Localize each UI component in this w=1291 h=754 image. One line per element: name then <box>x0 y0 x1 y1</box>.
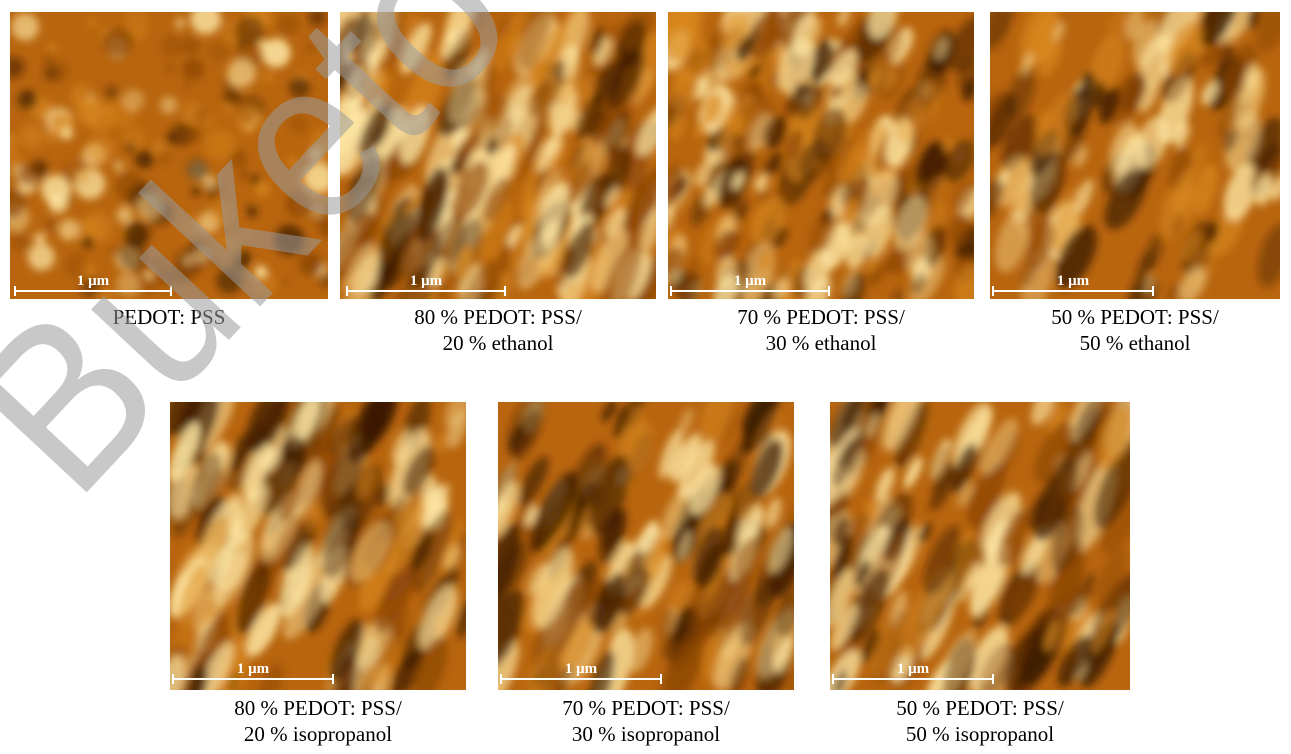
scale-bar: 1 μm <box>832 662 994 684</box>
scale-bar: 1 μm <box>992 274 1154 296</box>
afm-texture <box>668 12 974 299</box>
afm-image <box>830 402 1130 690</box>
afm-texture <box>340 12 656 299</box>
scale-label: 1 μm <box>733 273 767 289</box>
scale-label: 1 μm <box>564 661 598 677</box>
caption-5: 80 % PEDOT: PSS/ 20 % isopropanol <box>170 695 466 747</box>
caption-line: 80 % PEDOT: PSS/ <box>414 305 582 329</box>
scale-label: 1 μm <box>236 661 270 677</box>
scale-label: 1 μm <box>1056 273 1090 289</box>
caption-4: 50 % PEDOT: PSS/ 50 % ethanol <box>990 304 1280 356</box>
afm-image <box>340 12 656 299</box>
caption-line: 50 % PEDOT: PSS/ <box>896 696 1064 720</box>
scale-bar: 1 μm <box>346 274 506 296</box>
scale-bar: 1 μm <box>172 662 334 684</box>
afm-image <box>990 12 1280 299</box>
afm-texture <box>498 402 794 690</box>
scale-bar: 1 μm <box>14 274 172 296</box>
caption-line: 50 % isopropanol <box>905 722 1055 746</box>
scale-bar: 1 μm <box>670 274 830 296</box>
caption-7: 50 % PEDOT: PSS/ 50 % isopropanol <box>830 695 1130 747</box>
afm-image <box>10 12 328 299</box>
afm-texture <box>10 12 328 299</box>
afm-texture <box>990 12 1280 299</box>
caption-line: 70 % PEDOT: PSS/ <box>562 696 730 720</box>
caption-3: 70 % PEDOT: PSS/ 30 % ethanol <box>668 304 974 356</box>
caption-line: 20 % isopropanol <box>243 722 393 746</box>
caption-line: 80 % PEDOT: PSS/ <box>234 696 402 720</box>
caption-2: 80 % PEDOT: PSS/ 20 % ethanol <box>340 304 656 356</box>
caption-line: 50 % PEDOT: PSS/ <box>1051 305 1219 329</box>
afm-image <box>668 12 974 299</box>
caption-line: 70 % PEDOT: PSS/ <box>737 305 905 329</box>
scale-label: 1 μm <box>76 273 110 289</box>
caption-line: 20 % ethanol <box>442 331 554 355</box>
afm-image <box>170 402 466 690</box>
afm-image <box>498 402 794 690</box>
caption-line: PEDOT: PSS <box>112 305 226 329</box>
afm-texture <box>830 402 1130 690</box>
caption-1: PEDOT: PSS <box>10 304 328 330</box>
caption-line: 50 % ethanol <box>1079 331 1191 355</box>
caption-line: 30 % isopropanol <box>571 722 721 746</box>
scale-label: 1 μm <box>896 661 930 677</box>
caption-6: 70 % PEDOT: PSS/ 30 % isopropanol <box>498 695 794 747</box>
scale-label: 1 μm <box>409 273 443 289</box>
scale-bar: 1 μm <box>500 662 662 684</box>
caption-line: 30 % ethanol <box>765 331 877 355</box>
afm-texture <box>170 402 466 690</box>
